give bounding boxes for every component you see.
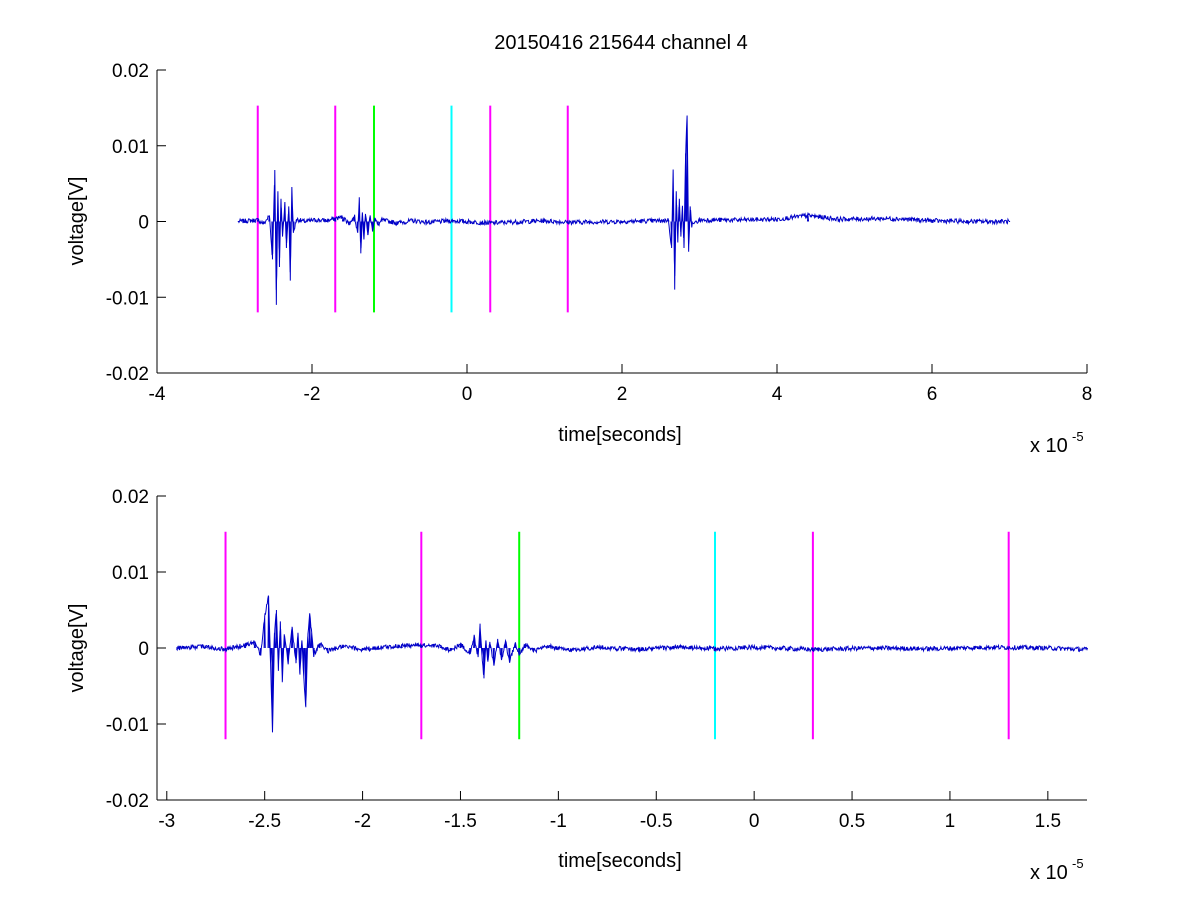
bottom-x-tick-label: 1.5 xyxy=(1035,811,1061,832)
top-x-ticks: -4 -2 0 2 4 6 8 xyxy=(149,364,1093,405)
top-x-scale-exponent: -5 xyxy=(1072,429,1084,444)
bottom-axes: -3 -2.5 -2 -1.5 -1 -0.5 0 0.5 1 1.5 -0.02 -0.01 0 0.… xyxy=(66,487,1089,884)
bottom-y-axis-label: voltage[V] xyxy=(66,604,88,693)
top-y-ticks: -0.02 -0.01 0 0.01 0.02 xyxy=(106,61,166,385)
top-x-tick-label: -4 xyxy=(149,384,166,405)
top-x-scale-factor: x 10 -5 xyxy=(1030,429,1084,457)
top-x-tick-label: 8 xyxy=(1082,384,1093,405)
top-y-tick-label: 0 xyxy=(138,213,149,234)
top-signal-line xyxy=(237,115,1011,305)
top-event-markers xyxy=(256,105,569,313)
bottom-x-tick-label: 0 xyxy=(749,811,760,832)
top-y-tick-label: -0.01 xyxy=(106,288,149,309)
bottom-y-tick-label: 0.02 xyxy=(112,487,149,508)
bottom-x-ticks: -3 -2.5 -2 -1.5 -1 -0.5 0 0.5 1 1.5 xyxy=(158,791,1061,832)
top-signal-series xyxy=(237,115,1011,305)
bottom-y-tick-label: -0.02 xyxy=(106,791,149,812)
bottom-x-tick-label: -2 xyxy=(354,811,371,832)
bottom-signal-series xyxy=(176,595,1089,733)
bottom-y-tick-label: 0 xyxy=(138,639,149,660)
bottom-x-tick-label: 1 xyxy=(945,811,956,832)
bottom-y-tick-label: -0.01 xyxy=(106,715,149,736)
top-y-tick-label: -0.02 xyxy=(106,364,149,385)
top-y-tick-label: 0.01 xyxy=(112,137,149,158)
top-x-tick-label: 4 xyxy=(772,384,783,405)
top-x-axis-label: time[seconds] xyxy=(558,424,681,446)
top-y-axis-label: voltage[V] xyxy=(66,177,88,266)
bottom-x-tick-label: 0.5 xyxy=(839,811,865,832)
bottom-x-tick-label: -1 xyxy=(550,811,567,832)
bottom-x-tick-label: -2.5 xyxy=(248,811,281,832)
top-x-scale-label: x 10 xyxy=(1030,435,1068,457)
bottom-event-markers xyxy=(224,531,1010,740)
top-x-tick-label: 2 xyxy=(617,384,628,405)
top-axes: 20150416 215644 channel 4 -4 -2 0 2 4 6 8 -0.0… xyxy=(66,32,1092,457)
bottom-x-axis-label: time[seconds] xyxy=(558,850,681,872)
bottom-x-tick-label: -0.5 xyxy=(640,811,673,832)
bottom-y-ticks: -0.02 -0.01 0 0.01 0.02 xyxy=(106,487,166,812)
bottom-x-tick-label: -3 xyxy=(158,811,175,832)
bottom-x-scale-factor: x 10 -5 xyxy=(1030,856,1084,884)
bottom-x-scale-exponent: -5 xyxy=(1072,856,1084,871)
bottom-x-scale-label: x 10 xyxy=(1030,862,1068,884)
bottom-x-tick-label: -1.5 xyxy=(444,811,477,832)
top-x-tick-label: 0 xyxy=(462,384,473,405)
bottom-y-tick-label: 0.01 xyxy=(112,563,149,584)
bottom-signal-line xyxy=(176,595,1089,733)
top-x-tick-label: -2 xyxy=(304,384,321,405)
top-y-tick-label: 0.02 xyxy=(112,61,149,82)
top-x-tick-label: 6 xyxy=(927,384,938,405)
top-chart-title: 20150416 215644 channel 4 xyxy=(494,32,748,54)
